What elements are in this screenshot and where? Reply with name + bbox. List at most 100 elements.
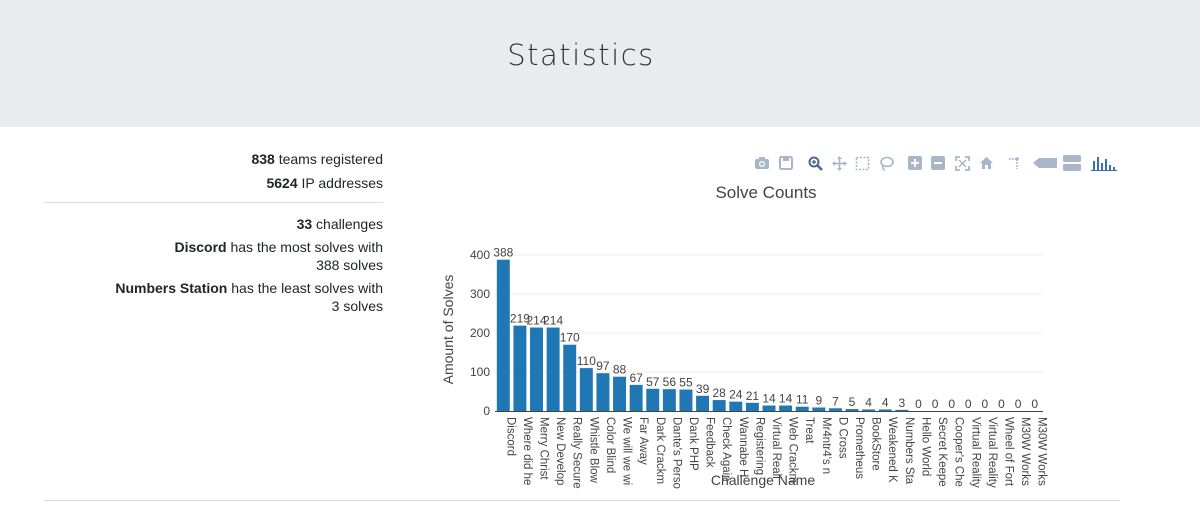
- x-tick-label: Wannabe H: [737, 417, 749, 477]
- y-axis-title: Amount of Solves: [440, 275, 456, 385]
- x-tick-label: Whistle Blow: [587, 417, 599, 484]
- autoscale-icon[interactable]: [952, 153, 972, 173]
- y-tick-label: 300: [470, 287, 490, 301]
- x-tick-label: Web Crackm: [787, 417, 799, 483]
- ip-count: 5624: [266, 175, 298, 191]
- stats-divider: [44, 202, 383, 203]
- x-tick-label: Check Again: [720, 417, 732, 482]
- bar[interactable]: [662, 389, 676, 411]
- bar[interactable]: [629, 384, 643, 411]
- x-tick-label: Registering: [753, 417, 765, 475]
- box-select-icon[interactable]: [852, 153, 872, 173]
- bar-value-label: 219: [510, 312, 530, 326]
- x-tick-label: Numbers Sta: [903, 417, 915, 485]
- bar-value-label: 28: [713, 386, 727, 400]
- bar[interactable]: [779, 405, 793, 411]
- bar[interactable]: [496, 259, 510, 411]
- spike-lines-icon[interactable]: [1004, 153, 1024, 173]
- bar[interactable]: [579, 368, 593, 411]
- bar[interactable]: [845, 409, 859, 411]
- bar[interactable]: [762, 405, 776, 411]
- bar[interactable]: [613, 376, 627, 411]
- bar[interactable]: [745, 402, 759, 411]
- x-tick-label: Wheel of Fort: [1002, 417, 1014, 487]
- bar[interactable]: [546, 327, 560, 411]
- hover-compare-icon[interactable]: [1062, 153, 1082, 173]
- zoom-icon[interactable]: [805, 153, 825, 173]
- bar[interactable]: [862, 409, 876, 411]
- save-icon[interactable]: [776, 153, 796, 173]
- bar-value-label: 0: [932, 397, 939, 411]
- bar[interactable]: [828, 408, 842, 411]
- bar-value-label: 3: [899, 396, 906, 410]
- x-tick-label: BookStore: [870, 417, 882, 471]
- x-axis-title: Challenge Name: [711, 472, 815, 488]
- bottom-divider: [44, 500, 1120, 501]
- bar-value-label: 56: [663, 375, 677, 389]
- camera-icon[interactable]: [752, 153, 772, 173]
- x-tick-label: Merry Christ: [538, 417, 550, 480]
- x-tick-label: Far Away: [637, 417, 649, 465]
- hover-closest-icon[interactable]: [1032, 153, 1058, 173]
- bar[interactable]: [596, 373, 610, 411]
- bar[interactable]: [812, 407, 826, 411]
- y-axis-ticks: 0 100 200 300 400: [470, 248, 490, 418]
- bar-value-label: 0: [998, 397, 1005, 411]
- most-solves-label: has the most solves with: [226, 239, 383, 255]
- x-tick-label: Dank PHP: [687, 417, 699, 471]
- stats-panel: 838 teams registered 5624 IP addresses 3…: [44, 150, 383, 330]
- page-header: Statistics: [0, 0, 1200, 127]
- bar[interactable]: [530, 327, 543, 411]
- bar-value-label: 39: [696, 382, 710, 396]
- most-solves-count: 388 solves: [316, 257, 383, 273]
- bar[interactable]: [795, 406, 809, 411]
- ip-label: IP addresses: [297, 175, 383, 191]
- x-tick-label: Hello World: [919, 417, 931, 476]
- bar[interactable]: [729, 401, 743, 411]
- bar[interactable]: [895, 409, 909, 411]
- x-tick-label: Mr4ntr4's n: [820, 417, 832, 474]
- bar[interactable]: [878, 409, 892, 411]
- x-tick-label: New Develop: [554, 417, 566, 485]
- bar-value-label: 0: [1031, 397, 1038, 411]
- bar-value-label: 11: [796, 393, 809, 407]
- zoom-out-icon[interactable]: [928, 153, 948, 173]
- lasso-select-icon[interactable]: [876, 153, 896, 173]
- bar[interactable]: [696, 395, 710, 411]
- chart-bars: [496, 259, 909, 411]
- plotly-logo-icon[interactable]: [1090, 153, 1118, 173]
- x-tick-label: D Cross: [836, 417, 848, 459]
- most-solves-stat: Discord has the most solves with: [174, 238, 383, 256]
- reset-axes-icon[interactable]: [976, 153, 996, 173]
- bar-value-label: 110: [577, 354, 596, 368]
- bar-value-label: 214: [526, 314, 546, 328]
- bar[interactable]: [563, 344, 577, 411]
- teams-count: 838: [251, 151, 275, 167]
- bar-value-label: 0: [915, 397, 922, 411]
- x-tick-label: M30W Works: [1036, 417, 1048, 486]
- bar-value-label: 4: [882, 395, 889, 409]
- bar[interactable]: [646, 388, 660, 411]
- least-solves-label: has the least solves with: [227, 280, 383, 296]
- bar-value-label: 4: [865, 395, 872, 409]
- challenges-stat: 33 challenges: [297, 215, 383, 233]
- x-tick-label: Discord: [504, 417, 516, 456]
- zoom-in-icon[interactable]: [905, 153, 925, 173]
- y-tick-label: 200: [470, 326, 490, 340]
- bar-value-label: 214: [543, 314, 563, 328]
- x-tick-label: Color Blind: [604, 417, 616, 473]
- x-tick-label: We will we wi: [621, 417, 633, 485]
- bar-value-label: 67: [629, 371, 643, 385]
- bar[interactable]: [712, 400, 726, 411]
- bar-value-label: 170: [560, 331, 580, 345]
- bar[interactable]: [513, 325, 527, 411]
- x-axis-ticks: Discord Where did he Merry Christ New Devel…: [504, 417, 1047, 489]
- x-tick-label: Virtual Reality: [986, 417, 998, 488]
- least-solved-name: Numbers Station: [115, 280, 228, 296]
- bar-value-label: 21: [746, 389, 760, 403]
- bar[interactable]: [679, 389, 693, 411]
- x-tick-label: Feedback: [704, 417, 716, 468]
- x-tick-label: Secret Keepe: [936, 417, 948, 487]
- pan-icon[interactable]: [829, 153, 849, 173]
